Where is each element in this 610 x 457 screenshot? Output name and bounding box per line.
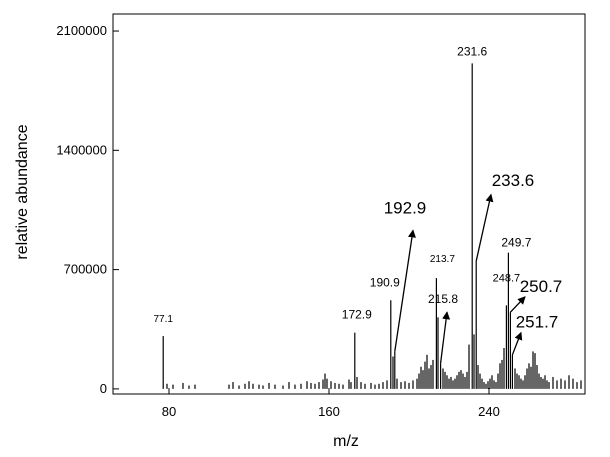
y-tick-label: 0: [100, 381, 107, 396]
annotation-arrow: [509, 296, 526, 313]
peak-label: 77.1: [153, 314, 173, 325]
peak-label: 215.8: [428, 292, 458, 306]
peak-label: 248.7: [493, 272, 521, 284]
peak-label: 172.9: [342, 308, 372, 322]
peak-label: 251.7: [516, 313, 559, 332]
y-tick-label: 700000: [64, 262, 107, 277]
peak-series: [162, 63, 582, 389]
x-tick-label: 80: [162, 404, 176, 419]
x-tick-label: 160: [318, 404, 340, 419]
peak-label: 250.7: [520, 277, 563, 296]
peak-label: 190.9: [370, 275, 400, 289]
plot-border: [112, 13, 586, 395]
peak-label: 231.6: [457, 44, 487, 58]
x-axis: 80 160 240: [162, 388, 500, 419]
y-axis-title: relative abundance: [14, 124, 31, 259]
peak-label: 192.9: [384, 198, 427, 217]
annotation-arrow: [475, 193, 494, 262]
x-axis-title: m/z: [333, 433, 359, 450]
peak-label: 213.7: [430, 254, 455, 265]
x-tick-label: 240: [478, 404, 500, 419]
peak-label: 249.7: [501, 236, 531, 250]
y-tick-label: 1400000: [56, 142, 107, 157]
y-tick-label: 2100000: [56, 23, 107, 38]
y-axis: 0 700000 1400000 2100000: [56, 23, 119, 396]
annotation-arrow: [394, 229, 416, 352]
plot-frame: [112, 13, 586, 395]
annotation-arrow: [439, 311, 451, 364]
peak-label: 233.6: [492, 171, 535, 190]
peak-annotations: 77.1 172.9 190.9 192.9 213.7 215.8 231.6 233.6 2…: [153, 44, 563, 364]
annotation-arrow: [511, 331, 523, 356]
